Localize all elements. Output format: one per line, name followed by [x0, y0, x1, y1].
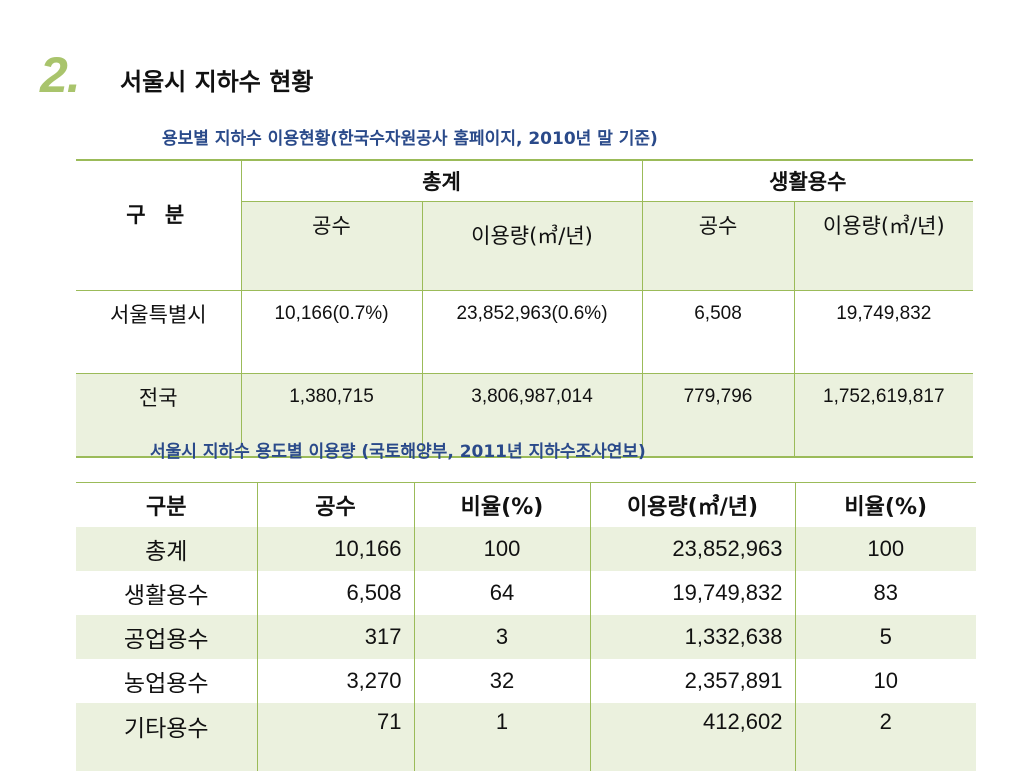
table-cell: 10,166(0.7%) [240, 290, 423, 374]
table-cell: 19,749,832 [589, 571, 796, 615]
header-count: 공수 [256, 482, 415, 527]
table-cell: 3 [413, 615, 591, 659]
table-cell: 71 [256, 703, 415, 771]
table-cell: 19,749,832 [793, 290, 974, 374]
table-cell: 64 [413, 571, 591, 615]
table-cell: 10 [794, 659, 976, 703]
table-cell: 23,852,963 [589, 527, 796, 571]
row-label: 총계 [76, 527, 258, 571]
table1-domestic-header: 생활용수 [641, 159, 974, 202]
header-ratio: 비율(%) [794, 482, 976, 527]
table1-subheader-row: 공수 이용량(㎥/년) 공수 이용량(㎥/년) [76, 201, 974, 291]
table1-sub-count: 공수 [241, 201, 423, 291]
table-cell: 412,602 [589, 703, 796, 771]
table-cell: 5 [794, 615, 976, 659]
row-label: 전국 [76, 373, 242, 458]
table1-sub-usage: 이용량(㎥/년) [793, 201, 974, 291]
table1-gubun-header: 구 분 [76, 159, 242, 291]
table1-sub-usage: 이용량(㎥/년) [421, 201, 643, 291]
table-row: 총계 10,166 100 23,852,963 100 [76, 527, 976, 571]
table-cell: 6,508 [641, 290, 795, 374]
table-cell: 6,508 [256, 571, 415, 615]
table-row: 서울특별시 10,166(0.7%) 23,852,963(0.6%) 6,50… [76, 290, 974, 374]
table-cell: 317 [256, 615, 415, 659]
row-label: 서울특별시 [76, 290, 242, 374]
usage-status-table: 구 분 총계 생활용수 공수 이용량(㎥/년) 공수 이용량(㎥/년) 서울특별… [76, 159, 974, 458]
table-cell: 2 [794, 703, 976, 771]
table1-caption: 용보별 지하수 이용현황(한국수자원공사 홈페이지, 2010년 말 기준) [162, 129, 658, 149]
table-cell: 1 [413, 703, 591, 771]
table-cell: 779,796 [641, 373, 795, 458]
table2-caption: 서울시 지하수 용도별 이용량 (국토해양부, 2011년 지하수조사연보) [150, 442, 646, 462]
table-cell: 100 [413, 527, 591, 571]
slide-title: 서울시 지하수 현황 [120, 68, 314, 96]
table-cell: 1,752,619,817 [793, 373, 974, 458]
table-cell: 3,270 [256, 659, 415, 703]
table1-total-header: 총계 [240, 159, 643, 202]
table-cell: 1,332,638 [589, 615, 796, 659]
table-cell: 32 [413, 659, 591, 703]
row-label: 농업용수 [76, 659, 258, 703]
header-gubun: 구분 [76, 482, 258, 527]
table2-header-row: 구분 공수 비율(%) 이용량(㎥/년) 비율(%) [76, 482, 976, 527]
table-row: 생활용수 6,508 64 19,749,832 83 [76, 571, 976, 615]
table1-header-row: 구 분 총계 생활용수 [76, 159, 974, 291]
table-row: 기타용수 71 1 412,602 2 [76, 703, 976, 771]
table-cell: 83 [794, 571, 976, 615]
table-row: 전국 1,380,715 3,806,987,014 779,796 1,752… [76, 373, 974, 458]
table-row: 공업용수 317 3 1,332,638 5 [76, 615, 976, 659]
usage-by-purpose-table: 구분 공수 비율(%) 이용량(㎥/년) 비율(%) 총계 10,166 100… [76, 482, 976, 771]
row-label: 기타용수 [76, 703, 258, 771]
row-label: 생활용수 [76, 571, 258, 615]
table-cell: 1,380,715 [240, 373, 423, 458]
header-ratio: 비율(%) [413, 482, 591, 527]
header-usage: 이용량(㎥/년) [589, 482, 796, 527]
table-cell: 23,852,963(0.6%) [421, 290, 643, 374]
table-row: 농업용수 3,270 32 2,357,891 10 [76, 659, 976, 703]
table-cell: 3,806,987,014 [421, 373, 643, 458]
row-label: 공업용수 [76, 615, 258, 659]
table-cell: 100 [794, 527, 976, 571]
slide-number: 2. [40, 47, 81, 103]
table-cell: 10,166 [256, 527, 415, 571]
table1-sub-count: 공수 [641, 201, 795, 291]
table-cell: 2,357,891 [589, 659, 796, 703]
